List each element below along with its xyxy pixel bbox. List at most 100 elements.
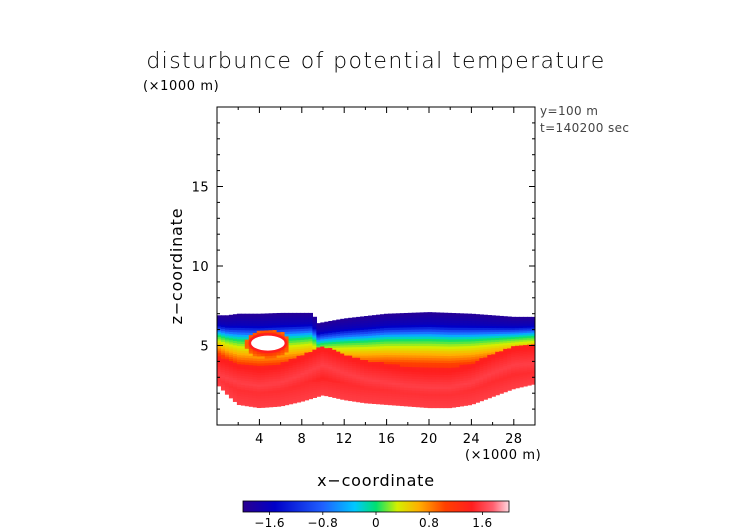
field-cell: [217, 352, 222, 355]
field-cell: [296, 397, 302, 401]
field-cell: [483, 340, 488, 343]
field-cell: [455, 399, 461, 403]
field-cell: [483, 321, 488, 324]
field-cell: [423, 347, 429, 351]
field-cell: [427, 319, 433, 323]
field-cell: [364, 331, 369, 334]
field-cell: [511, 365, 516, 368]
field-cell: [435, 378, 441, 382]
field-cell: [415, 376, 421, 380]
field-cell: [411, 392, 417, 396]
field-cell: [304, 382, 310, 386]
field-cell: [360, 393, 365, 397]
field-cell: [252, 313, 258, 317]
field-cell: [483, 329, 488, 333]
field-cell: [296, 388, 302, 392]
field-cell: [316, 350, 321, 353]
field-cell: [467, 347, 472, 351]
field-cell: [320, 335, 325, 338]
field-cell: [387, 390, 393, 394]
field-cell: [411, 312, 417, 316]
field-cell: [415, 317, 421, 321]
field-cell: [519, 378, 524, 381]
field-cell: [507, 318, 512, 321]
field-cell: [435, 350, 441, 354]
field-cell: [316, 361, 321, 364]
field-cell: [523, 373, 528, 377]
field-cell: [459, 329, 465, 333]
field-cell: [459, 375, 465, 379]
field-cell: [324, 358, 329, 362]
field-cell: [519, 360, 524, 363]
field-cell: [463, 389, 469, 393]
field-cell: [232, 390, 238, 394]
field-cell: [240, 334, 246, 338]
field-cell: [288, 353, 294, 357]
field-cell: [499, 342, 504, 346]
field-cell: [443, 353, 449, 356]
field-cell: [407, 331, 413, 335]
field-cell: [240, 398, 246, 402]
field-cell: [399, 382, 405, 386]
field-cell: [344, 385, 349, 389]
field-cell: [356, 393, 361, 396]
field-cell: [475, 384, 480, 388]
field-cell: [356, 361, 361, 365]
field-cell: [264, 374, 270, 378]
field-cell: [324, 384, 329, 387]
field-cell: [519, 365, 524, 369]
field-cell: [304, 330, 310, 334]
field-cell: [328, 326, 333, 330]
field-cell: [399, 368, 405, 372]
field-cell: [447, 336, 453, 340]
field-cell: [316, 328, 321, 332]
field-cell: [308, 312, 313, 316]
field-cell: [300, 317, 306, 321]
field-cell: [304, 345, 310, 349]
field-cell: [499, 391, 504, 394]
field-cell: [316, 343, 321, 346]
field-cell: [272, 369, 278, 372]
field-cell: [515, 368, 520, 371]
field-cell: [519, 334, 524, 337]
field-cell: [499, 356, 504, 359]
field-cell: [479, 342, 484, 346]
field-cell: [280, 315, 286, 319]
field-cell: [364, 326, 369, 330]
field-cell: [348, 369, 353, 373]
field-cell: [360, 337, 365, 341]
field-cell: [232, 392, 238, 396]
field-cell: [272, 366, 278, 370]
field-cell: [232, 396, 238, 400]
field-cell: [284, 315, 290, 319]
field-cell: [435, 314, 441, 318]
field-cell: [316, 374, 321, 377]
field-cell: [395, 389, 401, 392]
field-cell: [531, 352, 535, 355]
field-cell: [483, 346, 488, 350]
field-cell: [527, 342, 532, 345]
field-cell: [391, 329, 397, 333]
field-cell: [399, 375, 405, 379]
field-cell: [423, 381, 429, 385]
field-cell: [519, 353, 524, 356]
field-cell: [304, 365, 310, 368]
field-cell: [503, 386, 508, 389]
field-cell: [368, 352, 373, 356]
field-cell: [419, 345, 425, 349]
field-cell: [491, 392, 496, 395]
field-cell: [272, 324, 278, 328]
field-cell: [308, 377, 313, 380]
field-cell: [519, 332, 524, 335]
field-cell: [403, 364, 409, 367]
field-cell: [479, 381, 484, 384]
field-cell: [419, 328, 425, 332]
field-cell: [459, 387, 465, 391]
field-cell: [256, 316, 262, 319]
field-cell: [391, 395, 397, 399]
field-cell: [423, 362, 429, 366]
field-cell: [431, 340, 437, 344]
field-cell: [372, 398, 377, 402]
x-axis-label: x−coordinate: [317, 471, 435, 490]
